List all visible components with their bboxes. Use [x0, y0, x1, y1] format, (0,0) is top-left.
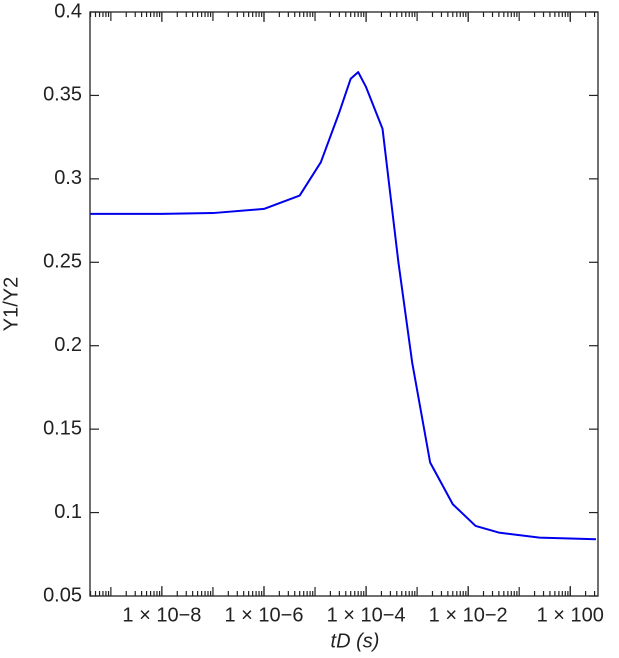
y-tick-label: 0.1 [54, 501, 82, 523]
y-tick-label: 0.3 [54, 167, 82, 189]
x-tick-label: 1 × 10−8 [122, 604, 201, 626]
x-tick-label: 1 × 10−6 [225, 604, 304, 626]
y-axis-label: Y1/Y2 [0, 277, 22, 331]
y-tick-label: 0.05 [43, 584, 82, 606]
y-tick-label: 0.35 [43, 84, 82, 106]
x-axis-label: tD (s) [331, 630, 380, 652]
y-tick-label: 0.4 [54, 0, 82, 22]
y-tick-label: 0.2 [54, 334, 82, 356]
y-tick-label: 0.25 [43, 251, 82, 273]
data-line [90, 71, 597, 541]
x-tick-label: 1 × 100 [537, 604, 604, 626]
x-tick-label: 1 × 10−2 [429, 604, 508, 626]
plot-frame [89, 11, 599, 597]
x-tick-label: 1 × 10−4 [327, 604, 406, 626]
y-tick-label: 0.15 [43, 417, 82, 439]
